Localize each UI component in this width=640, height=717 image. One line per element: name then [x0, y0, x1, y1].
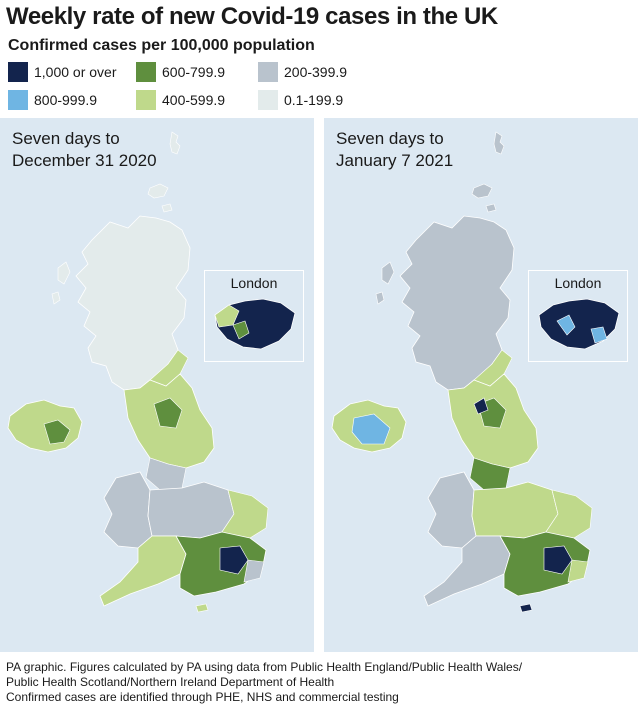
footer-line: Public Health Scotland/Northern Ireland … — [6, 675, 335, 689]
london-west-boroughs — [556, 314, 576, 336]
ni-west — [351, 413, 391, 445]
panel-heading-line1: Seven days to — [12, 129, 120, 148]
london-west-boroughs — [214, 304, 240, 328]
orkney-islands — [471, 183, 497, 213]
legend-label: 800-999.9 — [34, 92, 98, 108]
footer-source: PA graphic. Figures calculated by PA usi… — [6, 660, 634, 705]
london-boroughs — [538, 298, 620, 350]
shetland-islands — [169, 131, 181, 155]
footer-line: Confirmed cases are identified through P… — [6, 690, 399, 704]
panel-heading-line1: Seven days to — [336, 129, 444, 148]
legend-label: 1,000 or over — [34, 64, 117, 80]
legend-item-600: 600-799.9 — [136, 60, 225, 84]
legend-label: 0.1-199.9 — [284, 92, 344, 108]
page-title: Weekly rate of new Covid-19 cases in the… — [6, 3, 498, 30]
panel-heading-line2: December 31 2020 — [12, 151, 157, 170]
western-isles — [375, 261, 395, 305]
legend-item-200: 200-399.9 — [258, 60, 347, 84]
kent-area — [567, 559, 589, 583]
legend-item-800: 800-999.9 — [8, 88, 97, 112]
panel-heading: Seven days to December 31 2020 — [12, 128, 157, 172]
legend-swatch — [8, 90, 28, 110]
cumbria-hotspot — [473, 397, 489, 415]
london-se-boroughs — [590, 326, 608, 344]
london-inset-map — [538, 298, 620, 350]
london-inset-label: London — [554, 275, 602, 291]
legend-swatch — [8, 62, 28, 82]
legend-label: 600-799.9 — [162, 64, 226, 80]
london-inset-map — [214, 298, 296, 350]
legend-item-400: 400-599.9 — [136, 88, 225, 112]
london-inset-label: London — [230, 275, 278, 291]
kent-area — [243, 559, 265, 583]
isle-of-wight — [195, 603, 209, 613]
legend-label: 200-399.9 — [284, 64, 348, 80]
legend-swatch — [258, 62, 278, 82]
uk-map — [331, 131, 593, 613]
ni-west — [43, 419, 71, 445]
legend-label: 400-599.9 — [162, 92, 226, 108]
legend: 1,000 or over 800-999.9 600-799.9 400-59… — [8, 60, 568, 112]
wales-region — [427, 471, 477, 549]
isle-of-wight — [519, 603, 533, 613]
legend-item-1000-plus: 1,000 or over — [8, 60, 117, 84]
south-west-region — [99, 535, 187, 607]
london-inset: London — [528, 270, 628, 362]
south-west-region — [423, 535, 511, 607]
wales-region — [103, 471, 153, 549]
cumbria — [153, 397, 183, 429]
panel-heading-line2: January 7 2021 — [336, 151, 454, 170]
midlands-region — [147, 481, 235, 539]
legend-swatch — [136, 90, 156, 110]
shetland-islands — [493, 131, 505, 155]
london-inset: London — [204, 270, 304, 362]
midlands-region — [471, 481, 559, 539]
legend-swatch — [136, 62, 156, 82]
legend-item-0-1: 0.1-199.9 — [258, 88, 343, 112]
map-panel-dec-31-2020: Seven days to December 31 2020 London — [0, 118, 314, 652]
london-area — [543, 545, 573, 575]
panel-heading: Seven days to January 7 2021 — [336, 128, 453, 172]
map-panel-jan-7-2021: Seven days to January 7 2021 London — [324, 118, 638, 652]
footer-line: PA graphic. Figures calculated by PA usi… — [6, 660, 523, 674]
orkney-islands — [147, 183, 173, 213]
legend-swatch — [258, 90, 278, 110]
uk-map — [7, 131, 269, 613]
london-sw-boroughs — [232, 320, 250, 340]
london-area — [219, 545, 249, 575]
legend-title: Confirmed cases per 100,000 population — [8, 37, 315, 54]
western-isles — [51, 261, 71, 305]
